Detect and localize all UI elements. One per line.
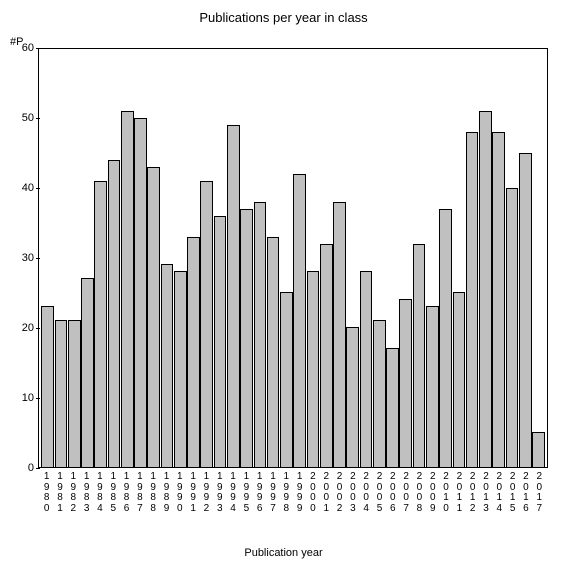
x-tick-label: 2013 [479, 470, 492, 514]
x-tick-label: 1999 [293, 470, 306, 514]
x-tick-label: 2015 [506, 470, 519, 514]
bar [466, 132, 479, 467]
bar [174, 271, 187, 467]
x-tick-label: 1990 [173, 470, 186, 514]
x-tick-label: 2011 [453, 470, 466, 514]
bar [108, 160, 121, 467]
bar [240, 209, 253, 467]
bar [453, 292, 466, 467]
bar [227, 125, 240, 467]
x-tick-label: 1989 [160, 470, 173, 514]
x-tick-label: 2003 [346, 470, 359, 514]
bar [68, 320, 81, 467]
y-tick-label: 30 [0, 252, 34, 264]
bar [399, 299, 412, 467]
bar [147, 167, 160, 467]
y-tick-label: 10 [0, 392, 34, 404]
x-tick-label: 1982 [67, 470, 80, 514]
bar [187, 237, 200, 467]
x-tick-label: 2017 [533, 470, 546, 514]
y-axis-ticks: 0102030405060 [0, 48, 36, 468]
bar [81, 278, 94, 467]
bar [333, 202, 346, 467]
bar [506, 188, 519, 467]
x-tick-label: 1983 [80, 470, 93, 514]
bar [161, 264, 174, 467]
bar [519, 153, 532, 467]
x-tick-label: 1993 [213, 470, 226, 514]
bar [280, 292, 293, 467]
bar [320, 244, 333, 467]
x-tick-label: 1984 [93, 470, 106, 514]
bar [121, 111, 134, 467]
y-tick-label: 50 [0, 112, 34, 124]
x-tick-label: 1980 [40, 470, 53, 514]
x-tick-label: 2007 [399, 470, 412, 514]
bar [360, 271, 373, 467]
bar [386, 348, 399, 467]
x-tick-label: 1998 [280, 470, 293, 514]
bars-group [39, 49, 547, 467]
x-tick-label: 1987 [133, 470, 146, 514]
x-tick-label: 2016 [519, 470, 532, 514]
y-tick-label: 60 [0, 42, 34, 54]
bar [134, 118, 147, 467]
bar [426, 306, 439, 467]
bar [439, 209, 452, 467]
bar [55, 320, 68, 467]
x-tick-label: 1991 [186, 470, 199, 514]
x-tick-label: 2009 [426, 470, 439, 514]
x-tick-label: 2014 [493, 470, 506, 514]
x-axis-label: Publication year [0, 547, 567, 559]
bar [346, 327, 359, 467]
plot-area [38, 48, 548, 468]
chart-title: Publications per year in class [0, 10, 567, 25]
bar [532, 432, 545, 467]
x-tick-label: 2012 [466, 470, 479, 514]
x-axis-ticks: 1980198119821983198419851986198719881989… [38, 470, 548, 514]
bar [94, 181, 107, 467]
x-tick-label: 2002 [333, 470, 346, 514]
x-tick-label: 2006 [386, 470, 399, 514]
x-tick-label: 1986 [120, 470, 133, 514]
y-tick-label: 40 [0, 182, 34, 194]
bar [293, 174, 306, 467]
bar [492, 132, 505, 467]
x-tick-label: 2008 [413, 470, 426, 514]
x-tick-label: 2005 [373, 470, 386, 514]
bar [307, 271, 320, 467]
bar [413, 244, 426, 467]
y-tick-label: 20 [0, 322, 34, 334]
x-tick-label: 1981 [53, 470, 66, 514]
y-tick-label: 0 [0, 462, 34, 474]
x-tick-label: 2004 [360, 470, 373, 514]
x-tick-label: 1988 [147, 470, 160, 514]
x-tick-label: 1985 [107, 470, 120, 514]
x-tick-label: 1994 [226, 470, 239, 514]
bar [267, 237, 280, 467]
bar [254, 202, 267, 467]
chart-container: Publications per year in class #P 010203… [0, 0, 567, 567]
x-tick-label: 1995 [240, 470, 253, 514]
bar [200, 181, 213, 467]
bar [373, 320, 386, 467]
bar [41, 306, 54, 467]
x-tick-label: 1997 [266, 470, 279, 514]
x-tick-label: 2000 [306, 470, 319, 514]
bar [214, 216, 227, 467]
x-tick-label: 1992 [200, 470, 213, 514]
x-tick-label: 2010 [439, 470, 452, 514]
x-tick-label: 2001 [320, 470, 333, 514]
bar [479, 111, 492, 467]
x-tick-label: 1996 [253, 470, 266, 514]
y-tick-mark [36, 468, 40, 469]
